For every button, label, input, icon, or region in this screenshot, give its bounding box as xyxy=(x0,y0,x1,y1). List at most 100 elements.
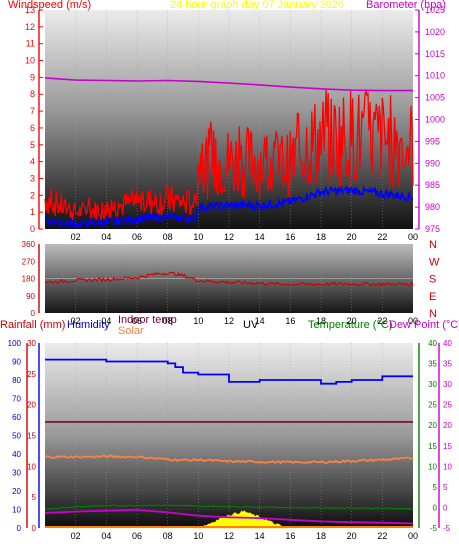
rain-tick-label: 5 xyxy=(32,493,37,502)
humidity-series xyxy=(45,358,413,385)
wind-tick-label: 5 xyxy=(30,140,35,150)
wind-tick-label: 10 xyxy=(25,56,35,66)
barometer-series xyxy=(44,77,413,92)
dewpoint-tick-label: 30 xyxy=(443,380,452,389)
rain-tick-label: 15 xyxy=(27,432,36,441)
x-tick-label: 16 xyxy=(285,531,295,541)
direction-tick-label: 180 xyxy=(22,275,36,284)
temperature-tick-label: 30 xyxy=(428,380,437,389)
wind-tick-label: 13 xyxy=(25,5,35,15)
x-tick-label: 04 xyxy=(101,232,111,242)
temperature-tick-label: 35 xyxy=(428,360,437,369)
x-tick-label: 18 xyxy=(316,316,326,326)
wind-tick-label: 4 xyxy=(30,157,35,167)
x-tick-label: 04 xyxy=(101,316,111,326)
humidity-tick-label: 70 xyxy=(12,395,21,404)
windspeed-series xyxy=(44,88,414,222)
humidity-tick-label: 20 xyxy=(12,487,21,496)
x-tick-label: 14 xyxy=(255,316,265,326)
windspeed-title: Windspeed (m/s) xyxy=(8,0,91,11)
solar-label: Solar xyxy=(118,325,144,337)
x-tick-label: 22 xyxy=(377,232,387,242)
dewpoint-tick-label: 40 xyxy=(443,339,452,348)
x-tick-label: 12 xyxy=(224,316,234,326)
rainfall-label: Rainfall (mm) xyxy=(0,319,65,331)
direction-tick-label: 0 xyxy=(31,309,36,318)
x-tick-label: 20 xyxy=(347,232,357,242)
x-tick-label: 08 xyxy=(163,531,173,541)
x-tick-label: 10 xyxy=(193,531,203,541)
barometer-tick-label: 995 xyxy=(425,136,440,146)
wind-average-series xyxy=(44,184,414,229)
x-tick-label: 16 xyxy=(285,316,295,326)
dewpoint-tick-label: 10 xyxy=(443,462,452,471)
compass-label: N xyxy=(429,308,437,320)
dewpoint-tick-label: 20 xyxy=(443,421,452,430)
humidity-tick-label: 10 xyxy=(12,506,21,515)
temperature-label: Temperature (°C) xyxy=(308,319,392,331)
humidity-tick-label: 90 xyxy=(12,358,21,367)
x-tick-label: 22 xyxy=(377,316,387,326)
x-tick-label: 10 xyxy=(193,316,203,326)
rain-tick-label: 10 xyxy=(27,462,36,471)
temperature-tick-label: 40 xyxy=(428,339,437,348)
barometer-tick-label: 1000 xyxy=(425,115,445,125)
x-tick-label: 02 xyxy=(71,232,81,242)
wind-direction-series xyxy=(44,271,414,287)
x-tick-label: 00 xyxy=(408,531,418,541)
compass-label: E xyxy=(429,291,436,303)
barometer-tick-label: 1015 xyxy=(425,49,445,59)
x-tick-label: 00 xyxy=(408,232,418,242)
rain-tick-label: 25 xyxy=(27,370,36,379)
x-tick-label: 12 xyxy=(224,531,234,541)
wind-tick-label: 8 xyxy=(30,89,35,99)
dewpoint-series xyxy=(44,508,414,525)
x-tick-label: 00 xyxy=(408,316,418,326)
temperature-tick-label: 15 xyxy=(428,442,437,451)
graph-date-title: 24 hour graph day 07 January 2026 xyxy=(170,0,344,11)
dewpoint-tick-label: 25 xyxy=(443,401,452,410)
x-tick-label: 06 xyxy=(132,232,142,242)
x-tick-label: 14 xyxy=(255,531,265,541)
barometer-title: Barometer (hpa) xyxy=(366,0,446,11)
wind-tick-label: 7 xyxy=(30,106,35,116)
temperature-tick-label: 10 xyxy=(428,462,437,471)
temperature-series xyxy=(44,504,414,511)
barometer-tick-label: 1005 xyxy=(425,93,445,103)
temperature-tick-label: 20 xyxy=(428,421,437,430)
barometer-tick-label: 975 xyxy=(425,224,440,234)
x-tick-label: 18 xyxy=(316,232,326,242)
rain-tick-label: 0 xyxy=(32,524,37,533)
x-tick-label: 22 xyxy=(377,531,387,541)
humidity-tick-label: 0 xyxy=(17,524,22,533)
wind-tick-label: 9 xyxy=(30,72,35,82)
x-tick-label: 08 xyxy=(163,232,173,242)
wind-tick-label: 2 xyxy=(30,190,35,200)
x-tick-label: 08 xyxy=(163,316,173,326)
humidity-tick-label: 60 xyxy=(12,413,21,422)
direction-tick-label: 360 xyxy=(22,240,36,249)
dewpoint-tick-label: 15 xyxy=(443,442,452,451)
direction-tick-label: 270 xyxy=(22,257,36,266)
humidity-tick-label: 80 xyxy=(12,376,21,385)
direction-tick-label: 90 xyxy=(26,292,35,301)
compass-label: W xyxy=(429,256,440,268)
humidity-tick-label: 40 xyxy=(12,450,21,459)
barometer-tick-label: 1020 xyxy=(425,27,445,37)
compass-label: S xyxy=(429,274,436,286)
indoor-temp-label: Indoor temp xyxy=(118,314,177,326)
barometer-tick-label: 1025 xyxy=(425,5,445,15)
wind-tick-label: 6 xyxy=(30,123,35,133)
x-tick-label: 04 xyxy=(101,531,111,541)
barometer-tick-label: 990 xyxy=(425,158,440,168)
wind-tick-label: 3 xyxy=(30,173,35,183)
temperature-tick-label: 0 xyxy=(433,503,438,512)
barometer-tick-label: 1010 xyxy=(425,71,445,81)
x-tick-label: 10 xyxy=(193,232,203,242)
humidity-tick-label: 50 xyxy=(12,432,21,441)
dewpoint-tick-label: 0 xyxy=(443,503,448,512)
x-tick-label: 14 xyxy=(255,232,265,242)
uv-area xyxy=(195,510,288,529)
compass-label: N xyxy=(429,239,437,251)
